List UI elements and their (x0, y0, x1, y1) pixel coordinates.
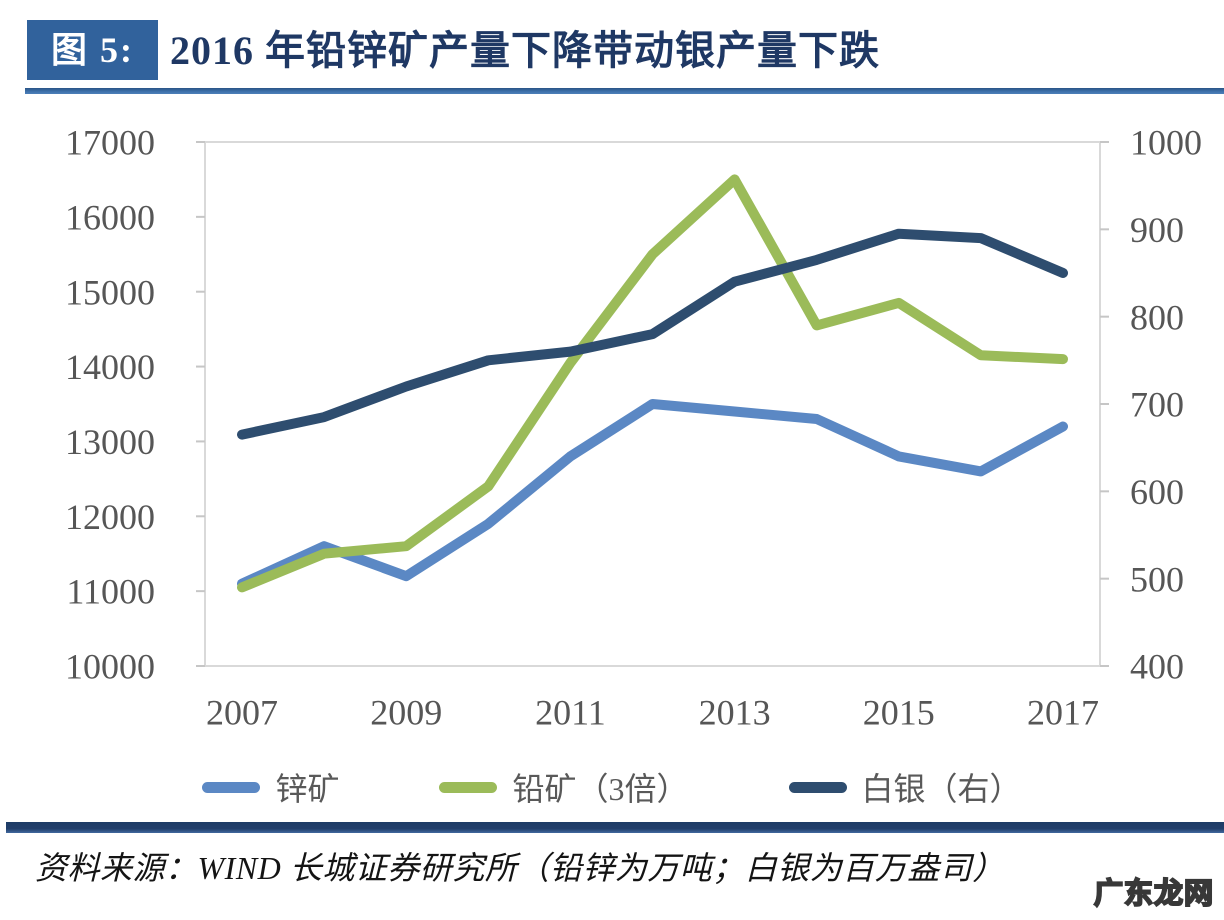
title-divider (25, 88, 1224, 94)
left-axis-tick-label: 15000 (65, 272, 155, 312)
x-axis-label: 2013 (699, 693, 771, 733)
right-axis-tick-label: 600 (1130, 472, 1184, 512)
right-axis-tick-label: 500 (1130, 559, 1184, 599)
x-axis-label: 2007 (206, 693, 278, 733)
legend-item-zinc: 锌矿 (202, 764, 339, 810)
figure-number-label: 图 5: (27, 20, 158, 80)
zinc-line (237, 399, 1068, 589)
right-axis-tick-label: 400 (1130, 647, 1184, 687)
zinc-line-swatch (202, 781, 261, 793)
left-axis-tick-label: 13000 (65, 422, 155, 462)
silver-line-swatch (788, 781, 847, 793)
left-axis-tick-label: 12000 (65, 497, 155, 537)
legend-item-silver: 白银（右） (788, 764, 1022, 810)
left-axis-tick-label: 11000 (66, 572, 155, 612)
x-axis-label: 2017 (1027, 693, 1099, 733)
legend-item-lead: 铅矿（3倍） (439, 764, 689, 810)
chart-legend: 锌矿 铅矿（3倍） 白银（右） (0, 766, 1224, 808)
left-axis-tick-label: 10000 (65, 647, 155, 687)
right-axis-tick-label: 800 (1130, 297, 1184, 337)
lead-line-swatch (439, 781, 498, 793)
silver-line (237, 228, 1068, 440)
lead-line (237, 174, 1068, 593)
right-axis-tick-label: 1000 (1130, 123, 1202, 163)
footer-divider (6, 822, 1224, 833)
right-axis-tick-label: 700 (1130, 385, 1184, 425)
figure-title: 2016 年铅锌矿产量下降带动银产量下跌 (170, 28, 880, 73)
left-axis-tick-label: 14000 (65, 347, 155, 387)
left-axis-tick-label: 17000 (65, 123, 155, 163)
legend-label-silver: 白银（右） (861, 771, 1022, 807)
x-axis-label: 2011 (535, 693, 606, 733)
legend-label-zinc: 锌矿 (275, 771, 340, 807)
right-axis-tick-label: 900 (1130, 210, 1184, 250)
legend-label-lead: 铅矿（3倍） (512, 771, 689, 807)
x-axis-label: 2009 (370, 693, 442, 733)
source-note: 资料来源：WIND 长城证券研究所（铅锌为万吨；白银为百万盎司） (35, 850, 1005, 886)
left-axis-tick-label: 16000 (65, 197, 155, 237)
watermark: 广东龙网 (1093, 875, 1214, 911)
x-axis-label: 2015 (863, 693, 935, 733)
